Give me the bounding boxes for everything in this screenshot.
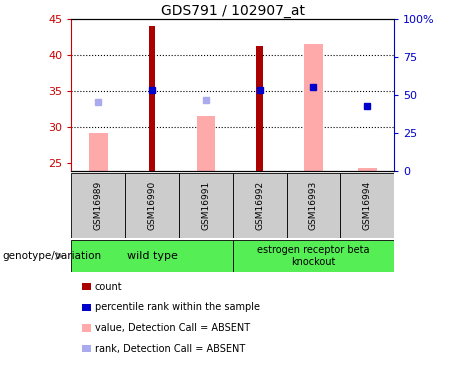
Text: genotype/variation: genotype/variation	[2, 251, 101, 261]
Text: GSM16989: GSM16989	[94, 181, 103, 230]
Bar	[179, 172, 233, 238]
Text: count: count	[95, 282, 122, 292]
Bar	[233, 172, 287, 238]
Text: GSM16991: GSM16991	[201, 181, 210, 230]
Bar	[82, 324, 91, 332]
Text: GSM16992: GSM16992	[255, 181, 264, 230]
Bar	[82, 283, 91, 290]
Bar	[82, 304, 91, 311]
Bar	[340, 172, 394, 238]
Text: value, Detection Call = ABSENT: value, Detection Call = ABSENT	[95, 323, 249, 333]
Text: wild type: wild type	[127, 251, 177, 261]
Text: rank, Detection Call = ABSENT: rank, Detection Call = ABSENT	[95, 344, 245, 354]
Text: GSM16993: GSM16993	[309, 181, 318, 230]
Bar	[82, 345, 91, 352]
Text: percentile rank within the sample: percentile rank within the sample	[95, 303, 260, 312]
Text: estrogen receptor beta
knockout: estrogen receptor beta knockout	[257, 245, 370, 267]
Text: GSM16994: GSM16994	[363, 181, 372, 230]
Bar	[256, 46, 263, 171]
Text: GSM16990: GSM16990	[148, 181, 157, 230]
Bar	[125, 172, 179, 238]
Bar	[358, 168, 377, 171]
Bar	[196, 116, 215, 171]
Bar	[89, 133, 108, 171]
Bar	[149, 26, 155, 171]
Title: GDS791 / 102907_at: GDS791 / 102907_at	[161, 4, 305, 18]
Bar	[304, 44, 323, 171]
Bar	[71, 172, 125, 238]
Bar	[233, 240, 394, 272]
Bar	[71, 240, 233, 272]
Bar	[287, 172, 340, 238]
